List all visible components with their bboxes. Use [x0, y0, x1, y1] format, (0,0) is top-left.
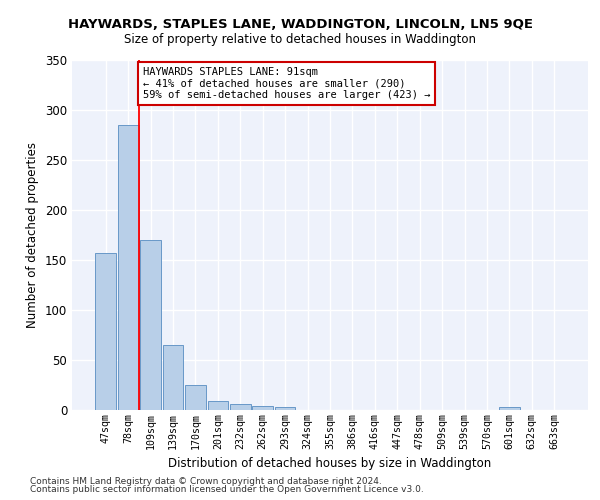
- Text: HAYWARDS, STAPLES LANE, WADDINGTON, LINCOLN, LN5 9QE: HAYWARDS, STAPLES LANE, WADDINGTON, LINC…: [67, 18, 533, 30]
- Bar: [499, 407, 520, 410]
- Bar: [95, 253, 116, 410]
- Text: HAYWARDS STAPLES LANE: 91sqm
← 41% of detached houses are smaller (290)
59% of s: HAYWARDS STAPLES LANE: 91sqm ← 41% of de…: [143, 67, 430, 100]
- Bar: [185, 385, 206, 410]
- Y-axis label: Number of detached properties: Number of detached properties: [26, 142, 40, 328]
- Bar: [230, 404, 251, 410]
- Bar: [208, 401, 228, 410]
- Bar: [163, 345, 184, 410]
- X-axis label: Distribution of detached houses by size in Waddington: Distribution of detached houses by size …: [169, 457, 491, 470]
- Text: Contains public sector information licensed under the Open Government Licence v3: Contains public sector information licen…: [30, 485, 424, 494]
- Bar: [253, 406, 273, 410]
- Bar: [140, 240, 161, 410]
- Bar: [275, 407, 295, 410]
- Bar: [118, 125, 139, 410]
- Text: Contains HM Land Registry data © Crown copyright and database right 2024.: Contains HM Land Registry data © Crown c…: [30, 477, 382, 486]
- Text: Size of property relative to detached houses in Waddington: Size of property relative to detached ho…: [124, 32, 476, 46]
